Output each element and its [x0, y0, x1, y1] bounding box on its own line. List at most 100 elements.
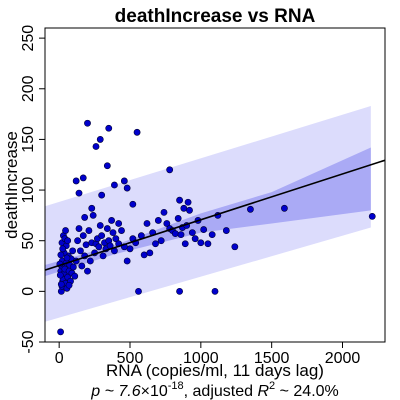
stats-r2-letter: R [257, 383, 269, 400]
y-tick-label: 100 [20, 177, 37, 204]
data-point [111, 181, 118, 189]
data-point [176, 287, 183, 295]
data-point [57, 280, 65, 288]
data-point [69, 247, 77, 255]
data-point [75, 225, 83, 232]
data-point [177, 231, 185, 239]
data-point [115, 220, 123, 227]
data-point [63, 254, 71, 262]
data-point [231, 243, 239, 251]
stats-p-prefix: p ~ 7.6 [90, 383, 140, 400]
x-tick-label: 0 [55, 350, 64, 367]
data-point [85, 227, 93, 234]
data-point [176, 196, 183, 204]
data-point [247, 205, 254, 213]
y-tick-label: -50 [20, 330, 37, 353]
data-point [135, 287, 142, 295]
data-point [98, 191, 106, 199]
data-point [72, 177, 80, 185]
data-point [181, 240, 189, 248]
data-point [171, 230, 179, 238]
chart-title: deathIncrease vs RNA [115, 6, 316, 27]
stats-times: × [141, 383, 150, 400]
data-point [368, 212, 376, 220]
data-point [88, 204, 96, 212]
data-point [154, 217, 162, 224]
x-axis-label: RNA (copies/ml, 11 days lag) [106, 361, 324, 380]
data-point [152, 240, 159, 248]
data-point [166, 166, 174, 174]
data-point [81, 214, 89, 221]
data-point [174, 215, 182, 222]
data-point [86, 257, 94, 265]
data-point [71, 272, 79, 280]
data-point [112, 235, 120, 243]
data-point [78, 262, 86, 270]
x-tick-label: 500 [117, 350, 144, 367]
data-point [140, 251, 148, 259]
data-point [64, 237, 72, 245]
data-point [188, 229, 196, 237]
data-point [197, 239, 205, 247]
data-point [129, 200, 137, 208]
stats-r2-suffix: ~ 24.0% [275, 383, 339, 400]
data-point [62, 227, 69, 234]
data-point [59, 245, 67, 253]
data-point [56, 271, 64, 279]
data-point [82, 241, 90, 249]
points-layer [56, 119, 376, 336]
data-point [204, 240, 212, 248]
y-tick-label: 150 [20, 126, 37, 153]
data-point [191, 235, 199, 243]
data-point [157, 237, 165, 245]
data-point [211, 287, 219, 295]
data-point [208, 231, 216, 239]
data-point [103, 162, 111, 170]
x-tick-label: 2000 [325, 350, 361, 367]
x-axis: 0 500 1000 1500 2000 [55, 341, 361, 367]
data-point [133, 128, 141, 136]
data-point [108, 217, 115, 224]
data-point [75, 189, 83, 197]
data-point [92, 143, 100, 150]
data-point [99, 252, 107, 260]
regression-line [45, 159, 385, 271]
stats-r2-prefix: , adjusted [184, 383, 258, 400]
data-point [95, 243, 103, 251]
data-point [89, 211, 97, 219]
data-point [84, 267, 91, 275]
data-point [69, 263, 77, 271]
data-point [79, 232, 87, 240]
data-point [160, 208, 168, 216]
stats-r2-exponent: 2 [269, 380, 275, 392]
y-tick-label: 50 [20, 232, 37, 250]
data-point [84, 119, 91, 127]
stats-p-exponent: -18 [168, 380, 184, 392]
data-point [281, 204, 288, 212]
data-point [79, 174, 87, 182]
data-point [98, 232, 106, 240]
data-point [200, 226, 208, 233]
data-point [123, 257, 131, 265]
data-point [57, 328, 64, 336]
data-point [105, 124, 113, 132]
data-point [143, 220, 151, 227]
data-point [109, 229, 117, 237]
y-tick-label: 0 [20, 287, 37, 296]
data-point [146, 249, 154, 257]
data-point [123, 184, 131, 192]
data-point [186, 206, 193, 214]
data-point [118, 227, 125, 234]
x-tick-label: 1000 [183, 350, 219, 367]
data-point [126, 245, 134, 253]
data-point [222, 227, 230, 234]
y-tick-label: 250 [20, 25, 37, 52]
data-point [184, 198, 192, 206]
data-point [163, 220, 171, 227]
stats-caption: p ~ 7.6×10-18, adjusted R2 ~ 24.0% [90, 380, 339, 400]
data-point [96, 222, 104, 229]
x-tick-label: 1500 [254, 350, 290, 367]
data-point [180, 204, 188, 212]
data-point [103, 225, 111, 232]
